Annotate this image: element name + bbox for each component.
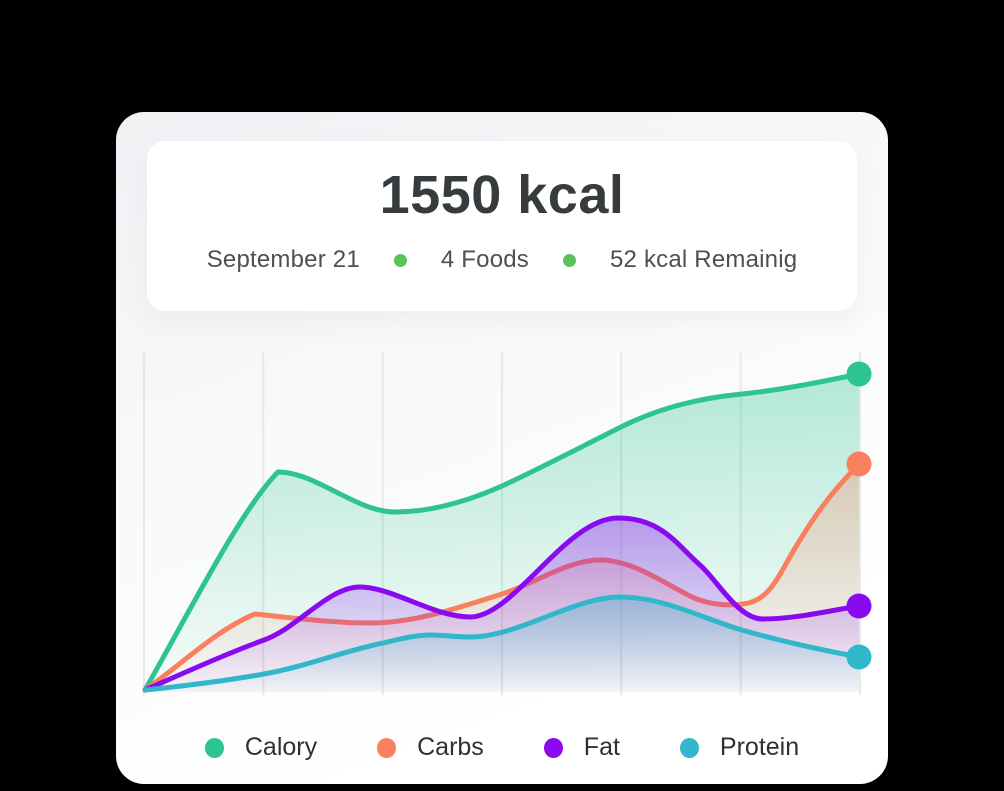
legend-label: Fat bbox=[583, 733, 620, 761]
carbs-dot-icon bbox=[377, 737, 397, 758]
legend-label: Calory bbox=[244, 733, 318, 761]
remaining-label: 52 kcal Remainig bbox=[610, 246, 798, 274]
foods-count-label: 4 Foods bbox=[440, 246, 529, 274]
nutrition-chart bbox=[116, 340, 888, 710]
protein-dot-icon bbox=[679, 737, 699, 758]
date-label: September 21 bbox=[206, 246, 360, 274]
legend-label: Carbs bbox=[417, 733, 484, 761]
meta-row: September 21 4 Foods 52 kcal Remainig bbox=[207, 246, 798, 274]
legend-label: Protein bbox=[719, 733, 800, 761]
dot-calory-endpoint bbox=[846, 361, 872, 387]
bullet-icon bbox=[393, 253, 407, 267]
legend-item-carbs[interactable]: Carbs bbox=[377, 733, 484, 762]
calorie-total: 1550 kcal bbox=[379, 165, 625, 225]
calorie-header-card: 1550 kcal September 21 4 Foods 52 kcal R… bbox=[147, 141, 857, 311]
area-protein bbox=[145, 597, 859, 692]
dot-carbs-endpoint bbox=[846, 451, 872, 477]
nutrition-chart-svg bbox=[142, 352, 872, 695]
legend-item-protein[interactable]: Protein bbox=[679, 733, 800, 762]
fat-dot-icon bbox=[543, 737, 563, 758]
line-calory bbox=[142, 371, 862, 693]
dot-fat-endpoint bbox=[846, 593, 872, 619]
bullet-icon bbox=[563, 253, 576, 267]
chart-legend: Calory Carbs Fat Protein bbox=[116, 733, 888, 762]
line-fat bbox=[142, 515, 862, 693]
calory-dot-icon bbox=[204, 737, 224, 758]
dot-protein-endpoint bbox=[846, 644, 872, 670]
line-protein bbox=[142, 594, 862, 693]
nutrition-summary-card: 1550 kcal September 21 4 Foods 52 kcal R… bbox=[116, 112, 888, 784]
legend-item-fat[interactable]: Fat bbox=[543, 733, 620, 762]
legend-item-calory[interactable]: Calory bbox=[204, 733, 318, 762]
